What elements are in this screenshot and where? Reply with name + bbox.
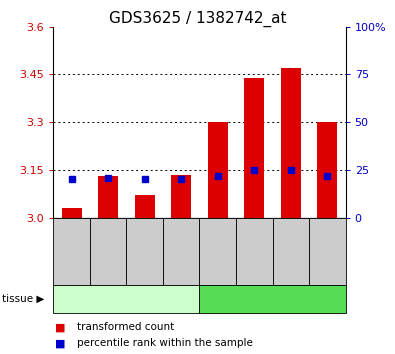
Text: percentile rank within the sample: percentile rank within the sample [77, 338, 253, 348]
Bar [171, 175, 191, 218]
Text: GSM119425: GSM119425 [177, 226, 186, 276]
Bar [281, 68, 301, 218]
Bar [135, 195, 155, 218]
Text: GSM119426: GSM119426 [213, 226, 222, 277]
Text: atrium: atrium [108, 294, 145, 304]
Text: GSM119427: GSM119427 [250, 226, 259, 277]
Text: ■: ■ [55, 322, 66, 332]
Text: GSM119424: GSM119424 [140, 226, 149, 276]
Text: GSM119429: GSM119429 [323, 226, 332, 276]
Bar [244, 78, 264, 218]
Text: GSM119423: GSM119423 [103, 226, 113, 277]
Text: tissue ▶: tissue ▶ [2, 294, 44, 304]
Text: ventricle: ventricle [248, 294, 297, 304]
Text: GDS3625 / 1382742_at: GDS3625 / 1382742_at [109, 11, 286, 27]
Text: GSM119428: GSM119428 [286, 226, 295, 277]
Text: ■: ■ [55, 338, 66, 348]
Text: GSM119422: GSM119422 [67, 226, 76, 276]
Bar [62, 208, 82, 218]
Bar [98, 176, 118, 218]
Text: transformed count: transformed count [77, 322, 174, 332]
Bar [208, 122, 228, 218]
Bar [317, 122, 337, 218]
